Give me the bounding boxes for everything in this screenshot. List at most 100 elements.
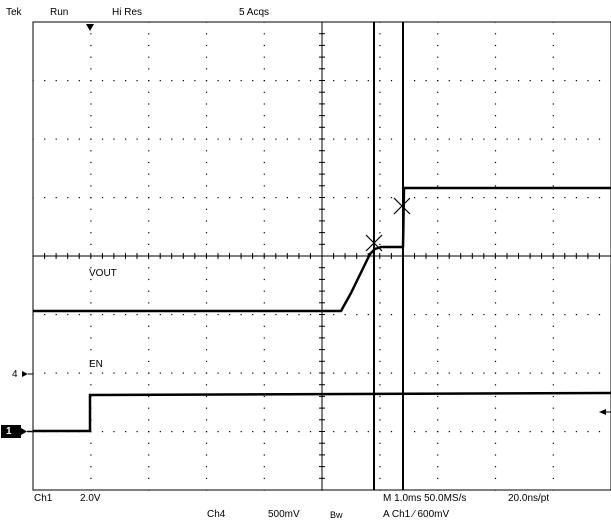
grid-dot	[494, 267, 497, 269]
grid-dot	[518, 197, 520, 199]
grid-dot	[437, 302, 439, 304]
grid-dot	[263, 314, 265, 316]
grid-dot	[506, 138, 508, 140]
grid-dot	[587, 372, 589, 374]
grid-dot	[356, 197, 358, 199]
grid-dot	[437, 431, 439, 433]
graticule	[32, 21, 611, 491]
grid-dot	[252, 431, 254, 433]
ch1-ground-marker-box[interactable]	[1, 425, 21, 438]
grid-dot	[598, 138, 601, 140]
grid-dot	[425, 431, 427, 433]
timebase-readout[interactable]: M 1.0ms 50.0MS/s	[383, 493, 467, 504]
grid-dot	[205, 314, 208, 316]
grid-dot	[437, 419, 439, 421]
grid-dot	[529, 197, 531, 199]
grid-dot	[205, 173, 208, 175]
grid-dot	[90, 220, 92, 222]
grid-dot	[90, 337, 92, 339]
grid-dot	[437, 360, 439, 362]
grid-dot	[552, 103, 554, 105]
grid-dot	[471, 80, 473, 82]
resolution-readout: 20.0ns/pt	[508, 493, 550, 504]
grid-dot	[229, 372, 231, 374]
grid-dot	[529, 372, 531, 374]
grid-dot	[437, 220, 439, 222]
grid-dot	[379, 21, 381, 23]
grid-dot	[506, 431, 508, 433]
grid-dot	[101, 197, 104, 199]
grid-dot	[205, 407, 208, 409]
grid-dot	[379, 442, 381, 444]
grid-dot	[379, 80, 381, 82]
grid-dot	[67, 138, 69, 140]
grid-dot	[437, 44, 439, 47]
grid-dot	[32, 314, 34, 316]
grid-dot	[437, 232, 439, 234]
trigger-position-marker[interactable]	[86, 24, 94, 31]
grid-dot	[333, 80, 335, 82]
grid-dot	[437, 80, 439, 82]
grid-dot	[90, 278, 92, 281]
grid-dot	[552, 126, 554, 128]
ch1-marker-label: 1	[6, 426, 12, 437]
grid-dot	[194, 372, 196, 374]
grid-dot	[379, 115, 381, 117]
grid-dot	[483, 138, 485, 140]
grid-dot	[101, 372, 104, 374]
grid-dot	[205, 466, 208, 468]
grid-dot	[263, 267, 265, 269]
ch4-ground-arrow[interactable]	[22, 371, 28, 377]
grid-dot	[437, 454, 439, 456]
grid-dot	[437, 489, 439, 491]
grid-dot	[194, 314, 196, 316]
grid-dot	[552, 349, 554, 351]
grid-dot	[552, 454, 554, 456]
grid-dot	[379, 290, 381, 292]
grid-dot	[344, 138, 346, 140]
grid-dot	[159, 80, 161, 82]
bandwidth-limit-flag: Bw	[330, 510, 343, 520]
grid-dot	[263, 372, 265, 374]
grid-dot	[494, 173, 497, 175]
ch1-scale-label[interactable]: 2.0V	[80, 493, 101, 504]
grid-dot	[205, 372, 208, 374]
trigger-readout[interactable]: A Ch1 ∕ 600mV	[383, 509, 450, 520]
grid-dot	[171, 80, 173, 82]
grid-dot	[90, 150, 92, 152]
grid-dot	[494, 138, 497, 140]
center-ticks	[32, 21, 611, 491]
grid-dot	[263, 325, 265, 327]
trigger-level-arrow[interactable]	[599, 409, 606, 415]
grid-dot	[205, 103, 208, 105]
grid-dot	[148, 337, 150, 339]
grid-dot	[90, 161, 92, 164]
grid-dot	[229, 138, 231, 140]
grid-dot	[136, 197, 138, 199]
grid-dot	[552, 115, 554, 117]
grid-dot	[263, 185, 265, 187]
grid-dot	[437, 243, 439, 245]
grid-dot	[136, 138, 138, 140]
grid-dot	[587, 431, 589, 433]
grid-dot	[552, 290, 554, 292]
grid-dot	[90, 349, 92, 351]
grid-dot	[194, 138, 196, 140]
grid-dot	[437, 56, 439, 58]
grid-dot	[90, 477, 92, 479]
grid-dot	[263, 278, 265, 281]
grid-dot	[471, 372, 473, 374]
run-state-label[interactable]: Run	[50, 7, 69, 18]
grid-dot	[90, 103, 92, 105]
grid-dot	[552, 314, 554, 316]
acquisition-mode-label[interactable]: Hi Res	[112, 7, 143, 18]
grid-dot	[494, 208, 497, 210]
grid-dot	[460, 314, 462, 316]
ch4-scale-label[interactable]: 500mV	[268, 509, 300, 520]
grid-dot	[552, 442, 554, 444]
grid-dot	[263, 489, 265, 491]
grid-dot	[90, 302, 92, 304]
grid-dot	[529, 431, 531, 433]
grid-dot	[494, 290, 497, 292]
grid-dot	[564, 80, 566, 82]
